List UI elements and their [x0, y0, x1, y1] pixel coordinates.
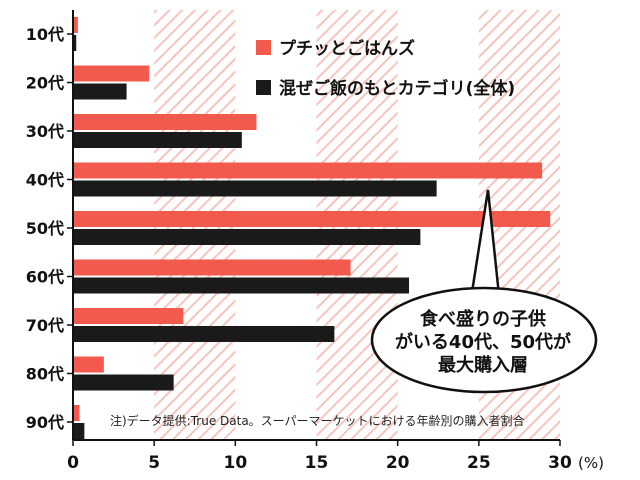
callout-line-2: がいる40代、50代が: [394, 332, 572, 353]
bar-series-1-8: [73, 405, 80, 421]
legend: プチッとごはんズ 混ぜご飯のもとカテゴリ(全体): [256, 38, 515, 99]
callout-ellipse: [370, 286, 598, 394]
bar-series-2-8: [73, 423, 85, 439]
y-tick-label: 30代: [26, 122, 64, 141]
x-tick-label: 30: [548, 453, 572, 473]
x-axis-unit: (%): [578, 454, 604, 472]
bar-series-2-2: [73, 132, 242, 148]
bar-series-1-0: [73, 17, 78, 33]
y-axis: 10代 20代 30代 40代 50代 60代 70代 80代 90代: [26, 10, 74, 440]
legend-label-series-1: プチッとごはんズ: [279, 38, 415, 59]
bar-series-1-3: [73, 162, 543, 179]
bar-series-2-1: [73, 83, 127, 100]
callout-line-1: 食べ盛りの子供: [420, 309, 546, 330]
bar-series-2-0: [73, 35, 77, 51]
legend-label-series-2: 混ぜご飯のもとカテゴリ(全体): [279, 78, 515, 99]
x-tick-label: 20: [386, 453, 410, 473]
footnote: 注)データ提供:True Data。スーパーマーケットにおける年齢別の購入者割合: [110, 414, 525, 428]
legend-swatch-series-1: [256, 40, 271, 55]
bar-series-1-2: [73, 114, 257, 130]
y-tick-label: 70代: [26, 316, 64, 335]
y-tick-label: 40代: [26, 171, 64, 190]
bar-series-2-3: [73, 180, 437, 197]
bar-series-2-6: [73, 326, 335, 342]
bar-series-1-4: [73, 211, 551, 227]
callout-bubble: [370, 189, 598, 394]
y-tick-label: 60代: [26, 268, 64, 287]
callout-line-3: 最大購入層: [438, 355, 528, 376]
y-tick-label: 90代: [26, 413, 64, 432]
bar-series-1-6: [73, 308, 184, 324]
x-tick-label: 5: [148, 453, 160, 473]
y-tick-label: 80代: [26, 365, 64, 384]
y-tick-label: 50代: [26, 219, 64, 238]
x-axis: 0 5 10 15 20 25 30 (%): [67, 439, 604, 473]
bar-series-2-5: [73, 277, 410, 294]
bar-series-2-4: [73, 229, 421, 245]
y-tick-label: 10代: [26, 25, 64, 44]
bar-series-1-5: [73, 259, 351, 276]
legend-swatch-series-2: [256, 80, 271, 95]
x-tick-label: 15: [305, 453, 329, 473]
callout-text: 食べ盛りの子供 がいる40代、50代が 最大購入層: [378, 308, 588, 377]
x-tick-label: 10: [223, 453, 247, 473]
x-tick-label: 25: [467, 453, 491, 473]
bar-series-2-7: [73, 374, 174, 391]
y-tick-label: 20代: [26, 74, 64, 93]
x-tick-label: 0: [67, 453, 79, 473]
bars-group: [73, 17, 551, 439]
bar-series-1-1: [73, 65, 150, 82]
bar-series-1-7: [73, 356, 104, 373]
